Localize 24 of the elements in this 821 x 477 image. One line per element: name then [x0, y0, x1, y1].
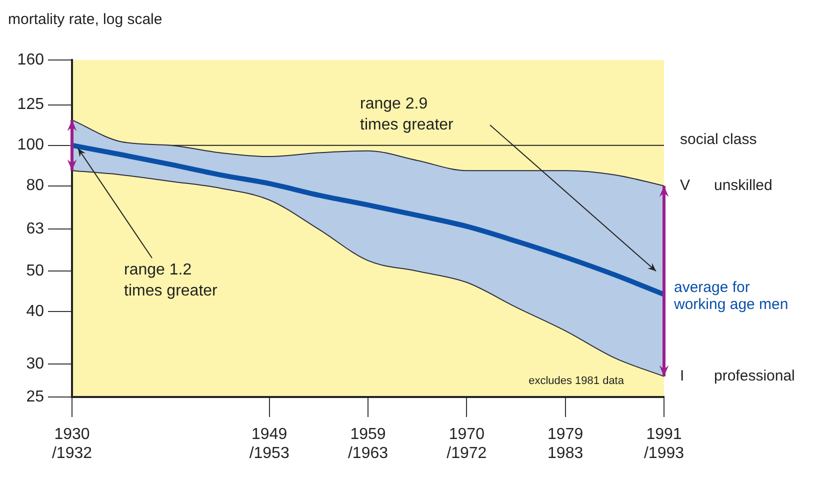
y-tick-label: 80: [26, 177, 44, 194]
series-label: average for working age men: [673, 279, 788, 314]
x-tick-label: 1970 /1972: [446, 426, 487, 462]
annotation: range 2.9 times greater: [360, 95, 454, 134]
y-tick-label: 160: [17, 51, 44, 68]
y-tick-label: 25: [26, 388, 44, 406]
line-series: [72, 119, 664, 186]
y-tick-label: 63: [26, 220, 44, 238]
text: V unskilled: [680, 176, 772, 194]
legend-title: social class: [680, 131, 757, 148]
x-tick-label: 1979 1983: [548, 426, 584, 462]
x-tick-label: 1930 /1932: [52, 426, 92, 462]
annotation: excludes 1981 data: [528, 375, 625, 388]
x-tick-label: 1949 /1953: [249, 426, 290, 462]
y-tick-label: 100: [17, 136, 44, 154]
x-tick-label: 1991 /1993: [644, 426, 684, 462]
annotation: range 1.2 times greater: [124, 261, 218, 300]
text: I professional: [680, 368, 795, 385]
x-tick-label: 1959 /1963: [348, 426, 388, 462]
y-tick-label: 125: [17, 96, 44, 114]
y-tick-label: 50: [26, 262, 44, 280]
y-axis-title: mortality rate, log scale: [8, 11, 162, 28]
y-tick-label: 40: [26, 303, 44, 320]
y-tick-label: 30: [26, 355, 44, 372]
